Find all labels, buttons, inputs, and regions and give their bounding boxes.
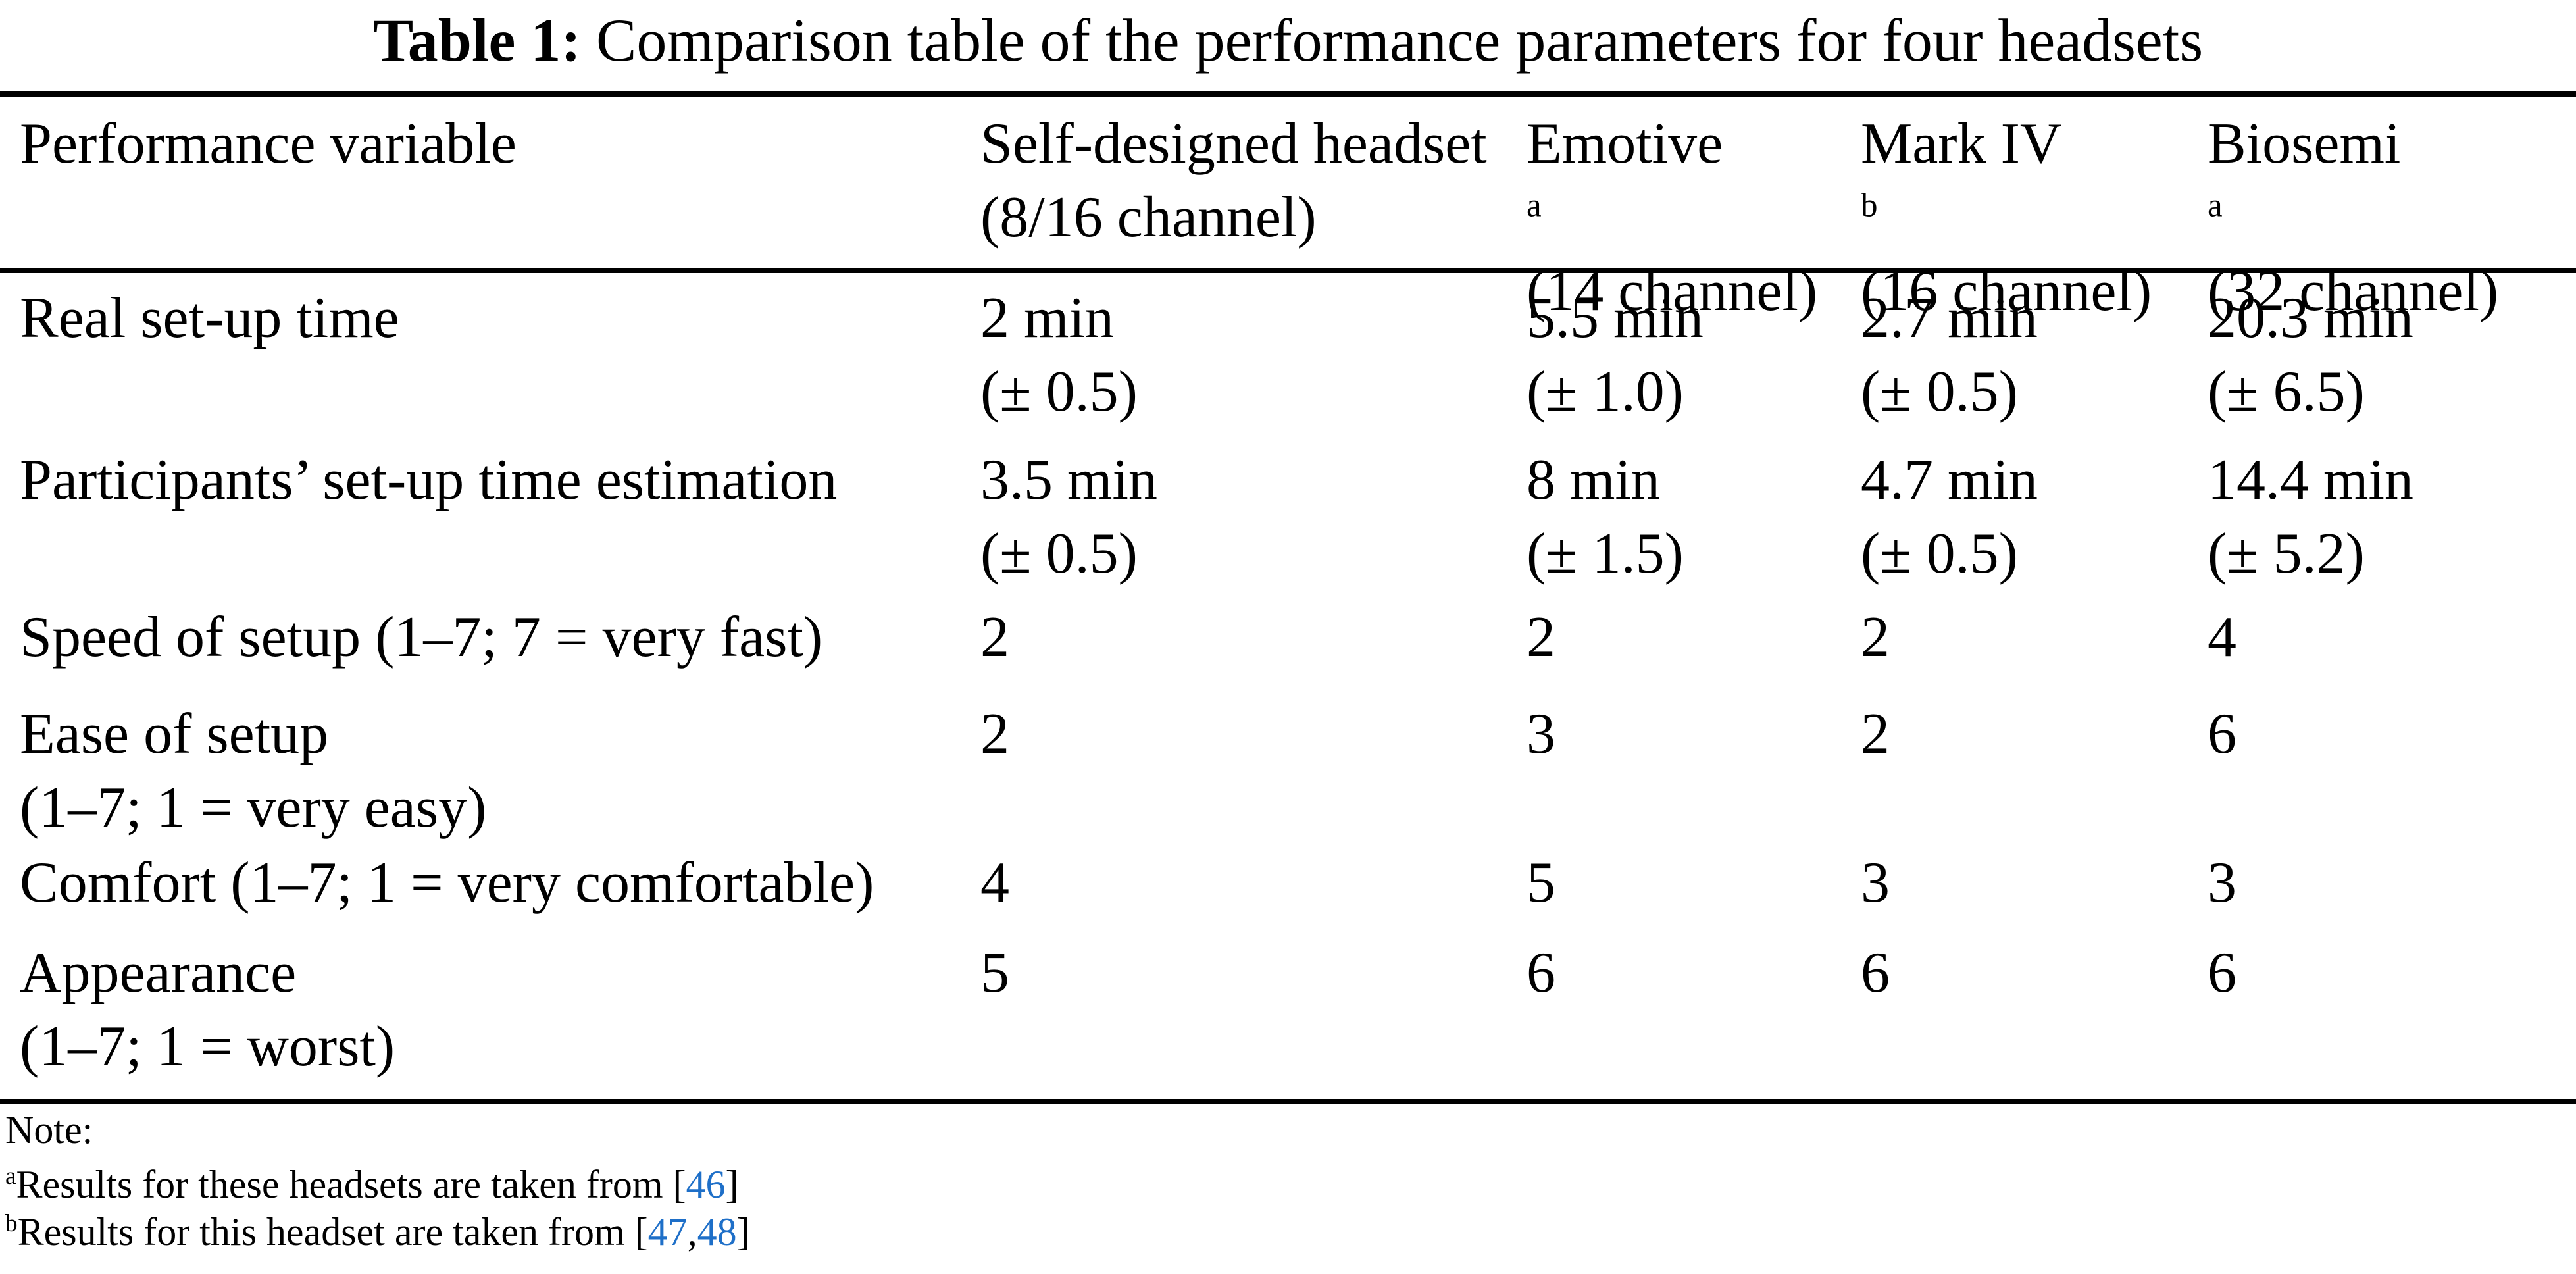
footnote-b-text: Results for this headset are taken from bbox=[17, 1210, 635, 1254]
table-bottom-rule bbox=[0, 1099, 2576, 1104]
row-label: Comfort (1–7; 1 = very comfortable) bbox=[20, 851, 874, 915]
table-caption-text: Comparison table of the performance para… bbox=[580, 7, 2204, 74]
citation-link-46[interactable]: 46 bbox=[686, 1163, 726, 1206]
value-cell: 6 bbox=[1527, 941, 1555, 1005]
row-label: Real set-up time bbox=[20, 286, 399, 350]
value-cell: 5.5 min (± 1.0) bbox=[1527, 286, 1704, 424]
header-cell-performance-variable: Performance variable bbox=[20, 112, 517, 176]
value-cell: 2 bbox=[980, 605, 1009, 669]
value-cell: 6 bbox=[2208, 941, 2236, 1005]
footnote-marker-a: a bbox=[2208, 187, 2223, 224]
table-row: Participants’ set-up time estimation 3.5… bbox=[0, 444, 2576, 601]
table-caption-number: Table 1: bbox=[372, 7, 581, 74]
row-label: Ease of setup (1–7; 1 = very easy) bbox=[20, 702, 487, 840]
footnote-marker-a: a bbox=[1527, 187, 1542, 224]
citation-link-48[interactable]: 48 bbox=[697, 1210, 737, 1254]
footnote-b: bResults for this headset are taken from… bbox=[5, 1210, 750, 1254]
table-row: Ease of setup (1–7; 1 = very easy) 2 3 2 … bbox=[0, 698, 2576, 846]
value-cell: 3 bbox=[1527, 702, 1555, 766]
value-cell: 3 bbox=[1861, 851, 1890, 915]
footnote-a: aResults for these headsets are taken fr… bbox=[5, 1163, 739, 1206]
row-label: Appearance (1–7; 1 = worst) bbox=[20, 941, 395, 1079]
footnote-b-marker: b bbox=[5, 1210, 18, 1237]
table-mid-rule bbox=[0, 268, 2576, 273]
citation-link-47[interactable]: 47 bbox=[647, 1210, 688, 1254]
value-cell: 8 min (± 1.5) bbox=[1527, 448, 1684, 586]
value-cell: 14.4 min (± 5.2) bbox=[2208, 448, 2413, 586]
value-cell: 2 min (± 0.5) bbox=[980, 286, 1138, 424]
table-row: Speed of setup (1–7; 7 = very fast) 2 2 … bbox=[0, 601, 2576, 698]
value-cell: 4.7 min (± 0.5) bbox=[1861, 448, 2038, 586]
footnote-marker-b: b bbox=[1861, 187, 1878, 224]
table-top-rule bbox=[0, 91, 2576, 97]
table-row: Real set-up time 2 min (± 0.5) 5.5 min (± … bbox=[0, 274, 2576, 444]
value-cell: 5 bbox=[980, 941, 1009, 1005]
value-cell: 2 bbox=[1527, 605, 1555, 669]
value-cell: 6 bbox=[2208, 702, 2236, 766]
value-cell: 5 bbox=[1527, 851, 1555, 915]
value-cell: 2 bbox=[980, 702, 1009, 766]
value-cell: 3.5 min (± 0.5) bbox=[980, 448, 1157, 586]
table-row: Comfort (1–7; 1 = very comfortable) 4 5 … bbox=[0, 846, 2576, 936]
footnote-a-marker: a bbox=[5, 1163, 16, 1190]
table-caption: Table 1: Comparison table of the perform… bbox=[0, 3, 2576, 78]
value-cell: 2 bbox=[1861, 702, 1890, 766]
value-cell: 2.7 min (± 0.5) bbox=[1861, 286, 2038, 424]
value-cell: 2 bbox=[1861, 605, 1890, 669]
table-header-row: Performance variable Self-designed heads… bbox=[0, 97, 2576, 323]
row-label: Participants’ set-up time estimation bbox=[20, 448, 838, 512]
value-cell: 20.3 min (± 6.5) bbox=[2208, 286, 2413, 424]
value-cell: 4 bbox=[980, 851, 1009, 915]
table-row: Appearance (1–7; 1 = worst) 5 6 6 6 bbox=[0, 936, 2576, 1098]
value-cell: 4 bbox=[2208, 605, 2236, 669]
value-cell: 6 bbox=[1861, 941, 1890, 1005]
footnote-a-text: Results for these headsets are taken fro… bbox=[16, 1163, 673, 1206]
table-notes: Note: aResults for these headsets are ta… bbox=[5, 1105, 2571, 1256]
value-cell: 3 bbox=[2208, 851, 2236, 915]
row-label: Speed of setup (1–7; 7 = very fast) bbox=[20, 605, 823, 669]
notes-heading: Note: bbox=[5, 1108, 93, 1152]
header-cell-self-designed: Self-designed headset (8/16 channel) bbox=[980, 112, 1487, 249]
